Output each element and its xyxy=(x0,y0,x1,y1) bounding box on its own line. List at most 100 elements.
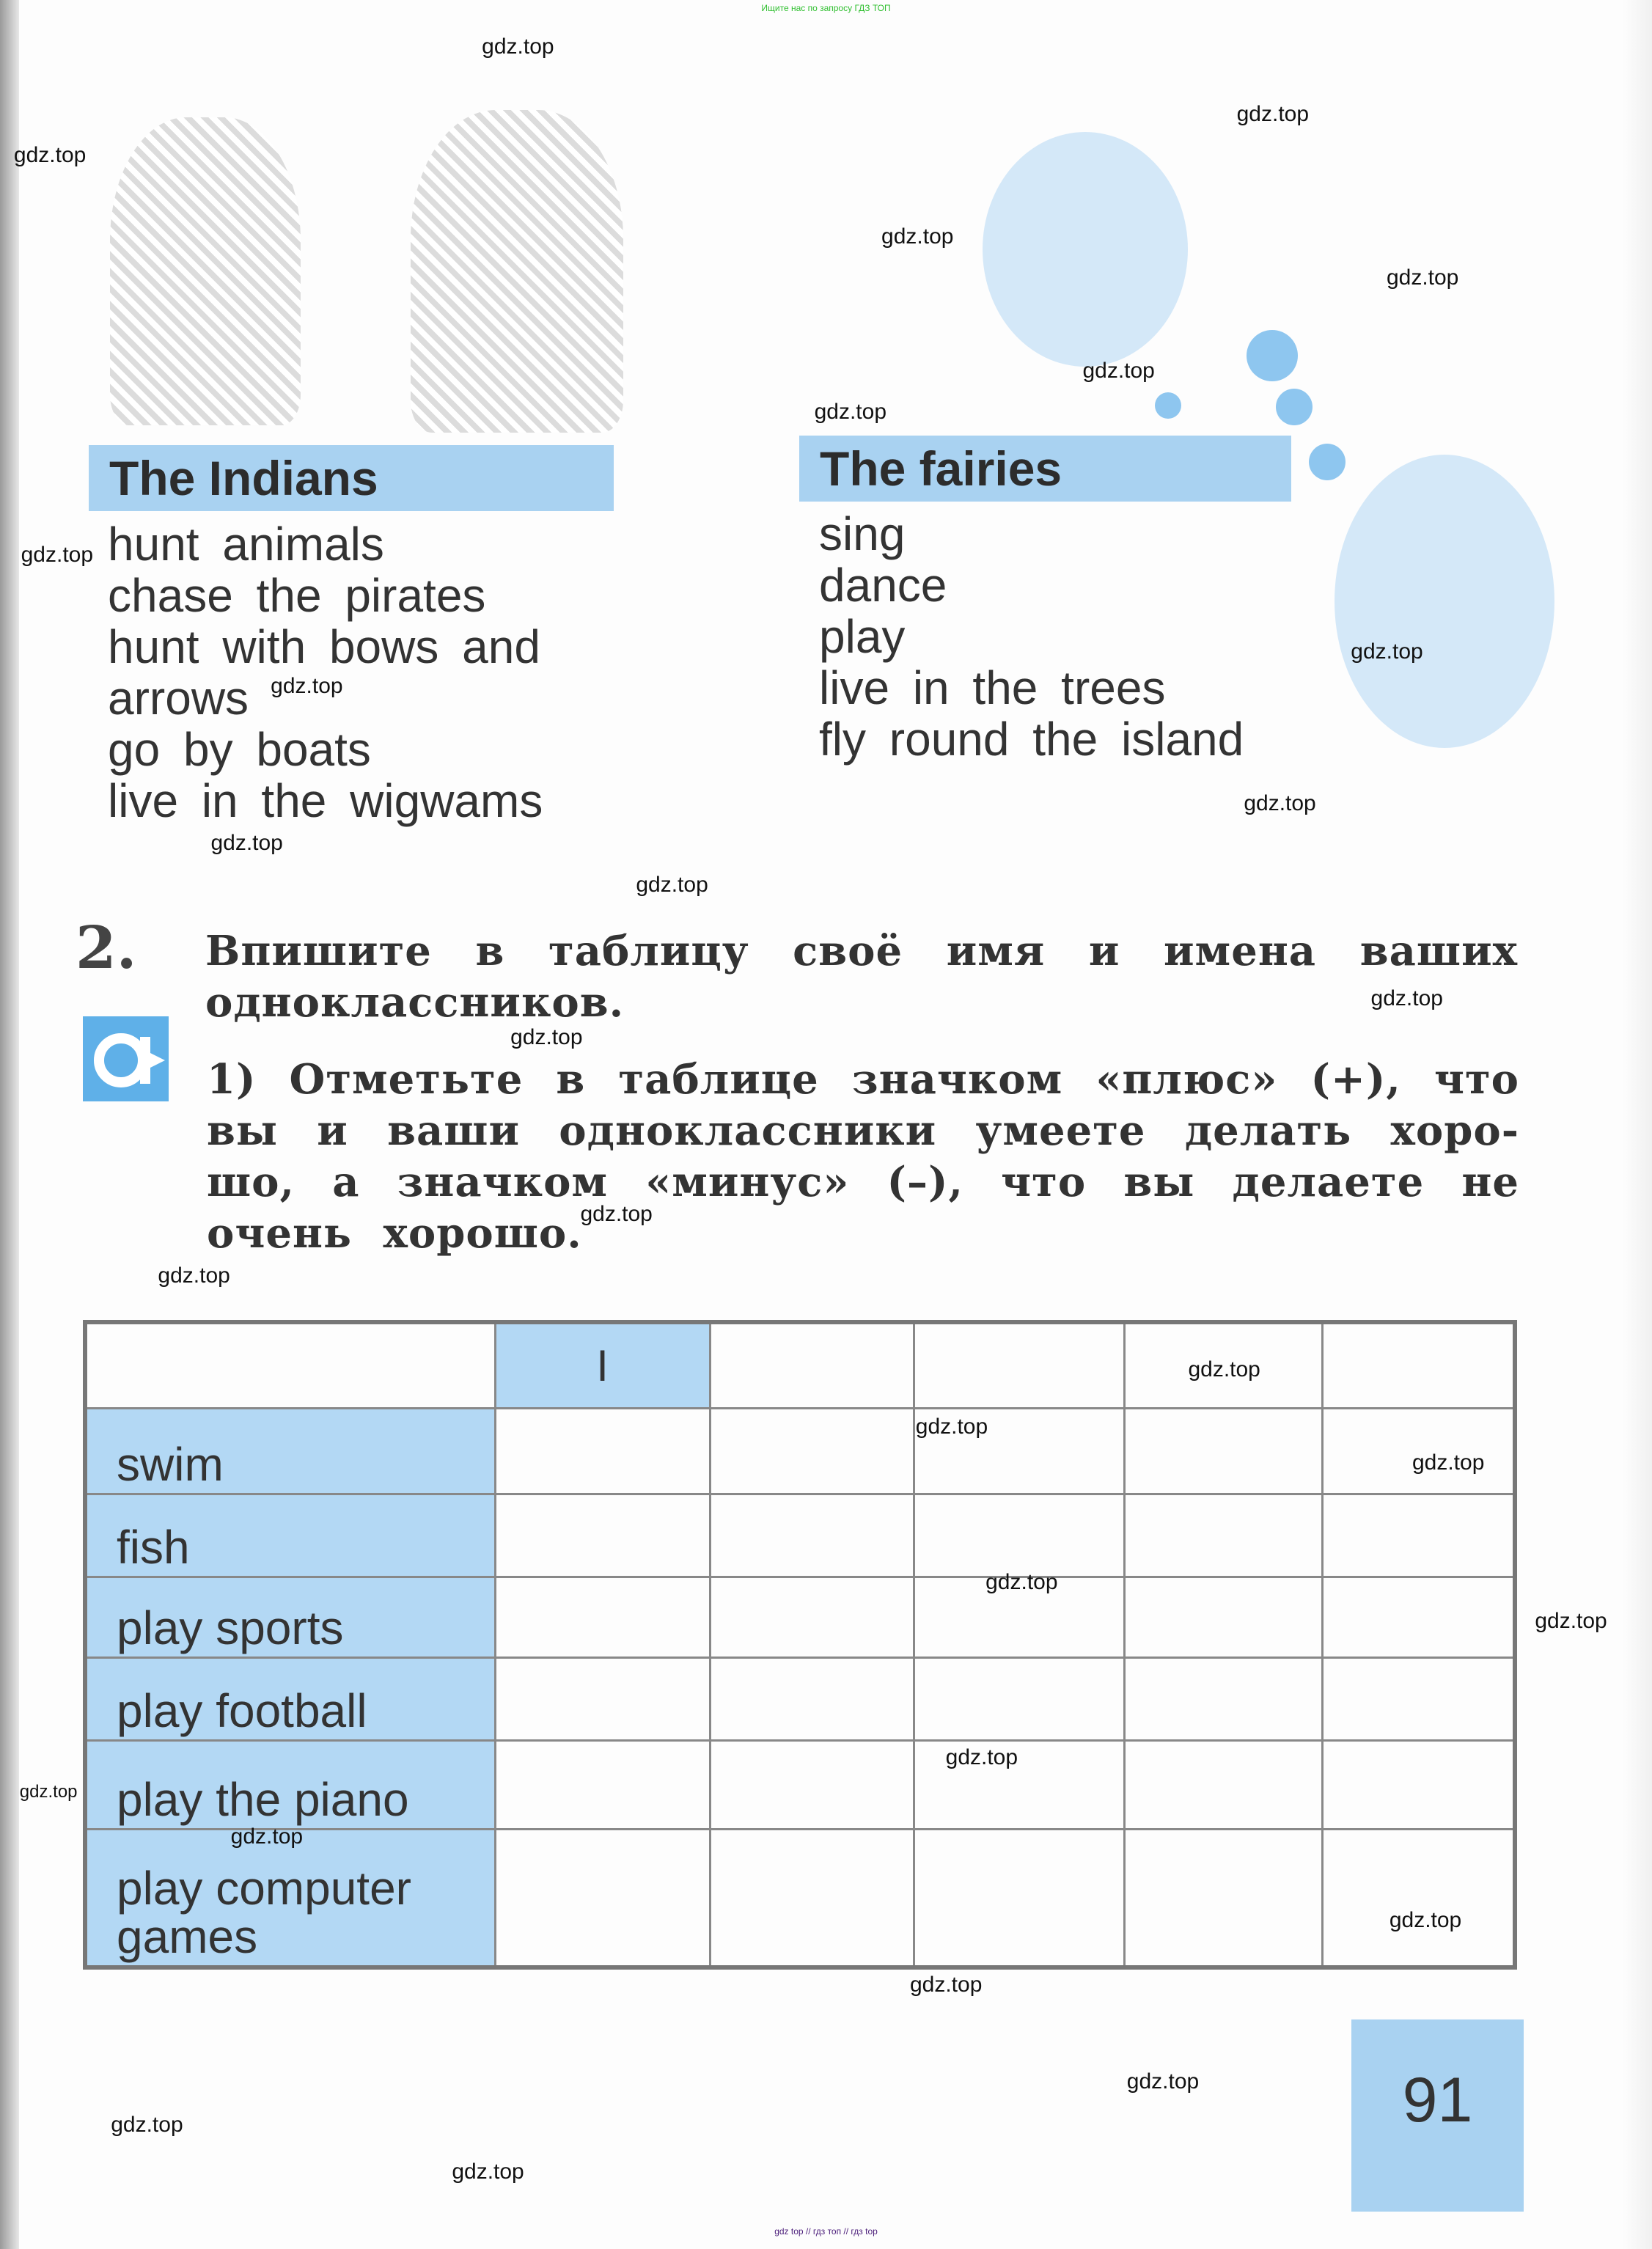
page-right-edge xyxy=(1623,0,1652,2249)
watermark: gdz.top xyxy=(1082,358,1155,383)
watermark: gdz.top xyxy=(1351,639,1423,664)
watermark: gdz.top xyxy=(1126,2069,1200,2094)
fairy-illustration xyxy=(983,132,1188,367)
indian-chief-illustration xyxy=(411,110,623,433)
watermark: gdz.top xyxy=(13,143,87,168)
bottom-note: gdz top // гдз топ // гдз top xyxy=(774,2226,878,2237)
page-number: 91 xyxy=(1351,2019,1524,2212)
watermark: gdz.top xyxy=(19,1782,78,1802)
letter-a-icon xyxy=(83,1016,169,1101)
fairies-list: sing dance play live in the trees fly ro… xyxy=(819,508,1244,765)
answer-cell[interactable] xyxy=(493,1492,711,1578)
answer-cell[interactable] xyxy=(913,1492,1126,1578)
answer-cell[interactable] xyxy=(493,1406,711,1495)
exercise-task: 1) Отметьте в таблице значком «плюс» (+)… xyxy=(207,1054,1519,1259)
header-cell[interactable] xyxy=(1321,1321,1516,1409)
list-item: hunt animals xyxy=(108,518,384,570)
table-row: play sports xyxy=(84,1575,1516,1659)
answer-cell[interactable] xyxy=(1123,1492,1324,1578)
answer-cell[interactable] xyxy=(493,1656,711,1742)
table-row: play football xyxy=(84,1656,1516,1742)
answer-cell[interactable] xyxy=(1123,1739,1324,1830)
instruction-line: Впишите в таблицу своё имя и имена ваших xyxy=(205,927,1518,975)
bubble-decoration xyxy=(1247,330,1298,381)
task-line: шо, а значком «минус» (–), что вы делает… xyxy=(207,1158,1519,1206)
header-cell[interactable] xyxy=(913,1321,1126,1409)
watermark: gdz.top xyxy=(814,400,887,425)
top-note: Ищите нас по запросу ГДЗ ТОП xyxy=(761,3,891,13)
watermark: gdz.top xyxy=(111,2112,183,2137)
header-cell[interactable] xyxy=(84,1321,496,1409)
answer-cell[interactable] xyxy=(493,1739,711,1830)
answer-cell[interactable] xyxy=(913,1406,1126,1495)
watermark: gdz.top xyxy=(21,542,94,567)
watermark: gdz.top xyxy=(210,831,283,856)
list-item: live in the wigwams xyxy=(108,774,543,827)
answer-cell[interactable] xyxy=(913,1827,1126,1969)
answer-cell[interactable] xyxy=(1321,1406,1516,1495)
header-cell[interactable] xyxy=(1123,1321,1324,1409)
answer-cell[interactable] xyxy=(1123,1656,1324,1742)
row-label: play computer games xyxy=(84,1827,496,1969)
watermark: gdz.top xyxy=(158,1263,230,1288)
watermark: gdz.top xyxy=(452,2159,524,2184)
watermark: gdz.top xyxy=(1244,790,1316,815)
list-item: dance xyxy=(819,559,947,612)
watermark: gdz.top xyxy=(1411,1450,1485,1475)
answer-cell[interactable] xyxy=(708,1739,916,1830)
row-label: play the piano xyxy=(84,1739,496,1830)
row-label: swim xyxy=(84,1406,496,1495)
list-item: fly round the island xyxy=(819,713,1244,766)
watermark: gdz.top xyxy=(1370,986,1443,1011)
indians-heading: The Indians xyxy=(89,445,614,511)
instruction-line: одноклассников. xyxy=(205,978,625,1027)
row-label: play sports xyxy=(84,1575,496,1659)
answer-cell[interactable] xyxy=(1321,1656,1516,1742)
page-edge-shadow xyxy=(0,0,19,2249)
list-item: play xyxy=(819,610,906,663)
task-line: вы и ваши одноклассники умеете делать хо… xyxy=(207,1107,1519,1155)
list-item: live in the trees xyxy=(819,661,1166,714)
table-row: swim xyxy=(84,1406,1516,1495)
answer-cell[interactable] xyxy=(708,1827,916,1969)
watermark: gdz.top xyxy=(482,34,554,59)
header-cell[interactable] xyxy=(708,1321,916,1409)
list-item: arrows xyxy=(108,672,249,724)
answer-cell[interactable] xyxy=(1321,1492,1516,1578)
bubble-decoration xyxy=(1309,444,1346,480)
task-line: очень хорошо. xyxy=(207,1209,582,1258)
answer-cell[interactable] xyxy=(913,1739,1126,1830)
table-row: fish xyxy=(84,1492,1516,1578)
watermark: gdz.top xyxy=(636,872,708,897)
answer-cell[interactable] xyxy=(1321,1739,1516,1830)
list-item: chase the pirates xyxy=(108,569,486,622)
watermark: gdz.top xyxy=(271,674,343,699)
answer-cell[interactable] xyxy=(708,1406,916,1495)
header-cell-me[interactable]: I xyxy=(493,1321,711,1409)
watermark: gdz.top xyxy=(580,1202,653,1227)
answer-cell[interactable] xyxy=(1123,1575,1324,1659)
bubble-decoration xyxy=(1276,389,1313,425)
answer-cell[interactable] xyxy=(1321,1827,1516,1969)
watermark: gdz.top xyxy=(945,1745,1018,1770)
watermark: gdz.top xyxy=(1389,1908,1462,1933)
answer-cell[interactable] xyxy=(493,1575,711,1659)
answer-cell[interactable] xyxy=(493,1827,711,1969)
answer-cell[interactable] xyxy=(1123,1406,1324,1495)
watermark: gdz.top xyxy=(915,1415,988,1439)
skills-table: I swim fish play sports play football pl… xyxy=(83,1320,1517,1970)
answer-cell[interactable] xyxy=(708,1656,916,1742)
answer-cell[interactable] xyxy=(708,1492,916,1578)
watermark: gdz.top xyxy=(1535,1608,1607,1633)
answer-cell[interactable] xyxy=(708,1575,916,1659)
fairy-illustration xyxy=(1335,455,1554,748)
answer-cell[interactable] xyxy=(913,1656,1126,1742)
watermark: gdz.top xyxy=(909,1972,983,1997)
answer-cell[interactable] xyxy=(1123,1827,1324,1969)
row-label: fish xyxy=(84,1492,496,1578)
indians-list: hunt animals chase the pirates hunt with… xyxy=(108,518,543,826)
answer-cell[interactable] xyxy=(1321,1575,1516,1659)
table-row: play computer games xyxy=(84,1827,1516,1969)
answer-cell[interactable] xyxy=(913,1575,1126,1659)
indian-chief-illustration xyxy=(110,117,301,425)
